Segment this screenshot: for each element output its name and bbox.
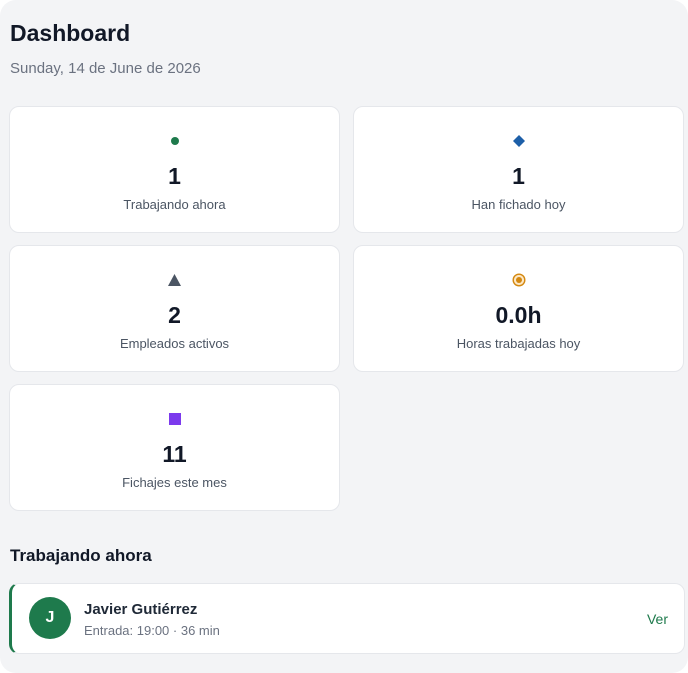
stat-label: Trabajando ahora (123, 197, 226, 212)
stat-label: Fichajes este mes (122, 475, 227, 490)
stat-card-hours-today: 0.0h Horas trabajadas hoy (353, 245, 684, 372)
current-date: Sunday, 14 de June de 2026 (10, 60, 201, 77)
stat-card-working-now: 1 Trabajando ahora (9, 106, 340, 233)
stat-value: 2 (168, 302, 181, 328)
stat-card-clocked-today: 1 Han fichado hoy (353, 106, 684, 233)
avatar: J (29, 597, 71, 639)
stat-value: 11 (162, 441, 187, 467)
stat-value: 1 (168, 163, 181, 189)
blue-diamond-icon (512, 135, 525, 147)
view-employee-link[interactable]: Ver (646, 611, 668, 627)
gray-triangle-icon (168, 274, 181, 286)
purple-square-icon (168, 413, 181, 425)
stat-card-month-clockings: 11 Fichajes este mes (9, 384, 340, 511)
green-dot-icon (170, 137, 179, 145)
stat-value: 0.0h (495, 302, 542, 328)
employee-name: Javier Gutiérrez (84, 601, 198, 618)
section-title-working-now: Trabajando ahora (10, 546, 152, 565)
stat-card-active-employees: 2 Empleados activos (9, 245, 340, 372)
stat-label: Han fichado hoy (471, 197, 566, 212)
stat-label: Horas trabajadas hoy (456, 336, 581, 351)
employee-entry-info: Entrada: 19:00 · 36 min (84, 623, 220, 638)
orange-target-icon (511, 273, 526, 287)
working-employee-card: J Javier Gutiérrez Entrada: 19:00 · 36 m… (9, 583, 685, 654)
page-title: Dashboard (10, 20, 131, 46)
stat-label: Empleados activos (119, 336, 230, 351)
stat-value: 1 (512, 163, 525, 189)
